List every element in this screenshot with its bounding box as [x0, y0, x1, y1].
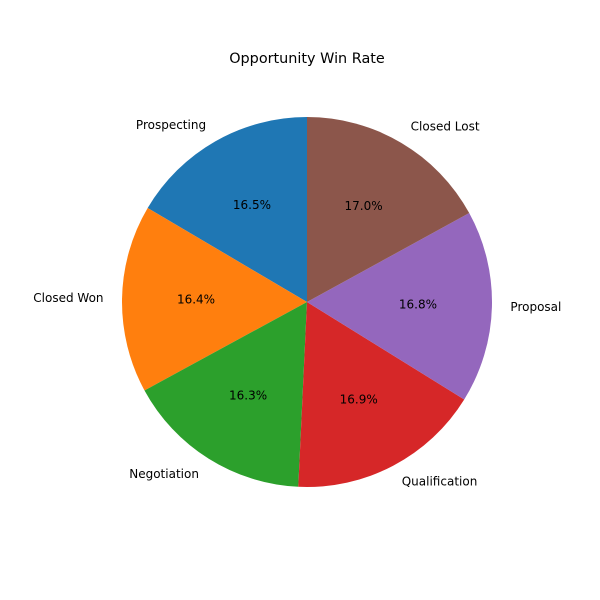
pie-slice-proposal	[307, 213, 492, 400]
slice-label-prospecting: Prospecting	[136, 118, 206, 132]
slice-percent-qualification: 16.9%	[340, 393, 378, 407]
slice-percent-negotiation: 16.3%	[229, 389, 267, 403]
slice-label-proposal: Proposal	[510, 300, 561, 314]
pie-slice-prospecting	[147, 117, 307, 302]
slice-percent-closed-lost: 17.0%	[344, 199, 382, 213]
slice-label-closed-lost: Closed Lost	[411, 119, 480, 133]
pie-slice-negotiation	[144, 302, 307, 487]
slice-percent-proposal: 16.8%	[399, 297, 437, 311]
slice-percent-closed-won: 16.4%	[177, 293, 215, 307]
chart-title: Opportunity Win Rate	[229, 51, 385, 67]
pie-slice-closed-lost	[307, 117, 470, 302]
slice-label-negotiation: Negotiation	[129, 467, 199, 481]
slice-label-qualification: Qualification	[402, 475, 478, 489]
pie-slice-qualification	[298, 302, 465, 487]
pie-slices	[122, 117, 492, 487]
slice-percent-prospecting: 16.5%	[233, 198, 271, 212]
pie-slice-closed-won	[122, 207, 307, 391]
pie-labels: Prospecting 16.5% Closed Won 16.4% Negotiati…	[33, 118, 561, 489]
slice-label-closed-won: Closed Won	[33, 291, 103, 305]
